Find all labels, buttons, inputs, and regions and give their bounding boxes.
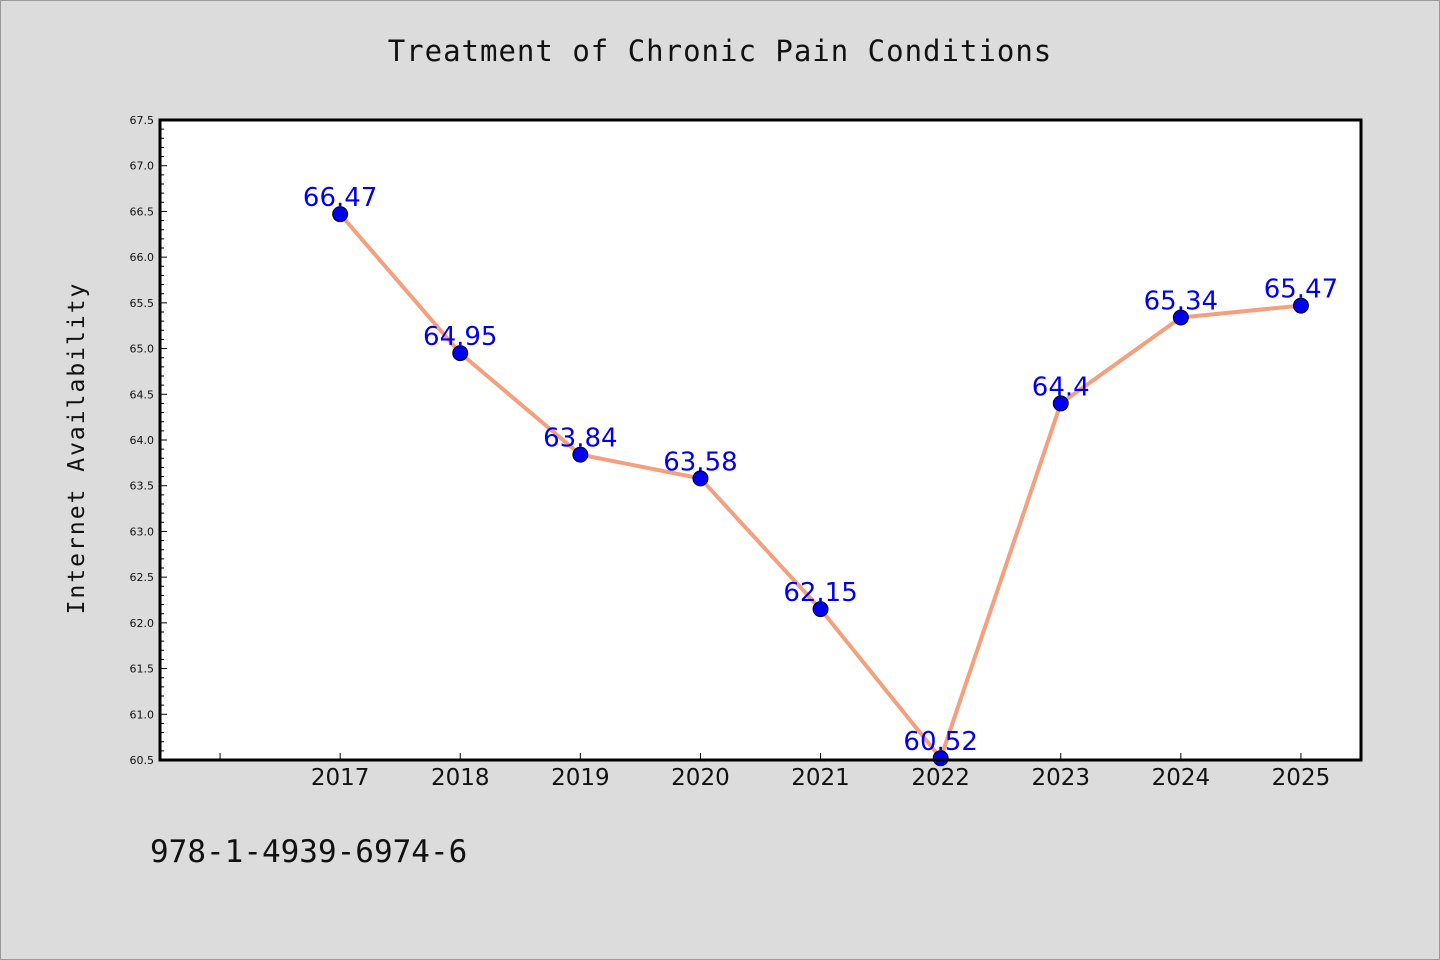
data-label: 65.34 bbox=[1144, 286, 1218, 316]
data-label: 65.47 bbox=[1264, 275, 1338, 305]
y-tick-label: 62.5 bbox=[130, 571, 155, 584]
data-label: 62.15 bbox=[783, 578, 857, 608]
x-tick-label: 2020 bbox=[671, 765, 730, 791]
x-tick-label: 2022 bbox=[911, 765, 970, 791]
y-tick-label: 64.5 bbox=[130, 388, 155, 401]
data-label: 63.58 bbox=[663, 447, 737, 477]
data-point bbox=[452, 345, 469, 362]
x-tick-label: 2018 bbox=[431, 765, 490, 791]
x-tick-label: 2017 bbox=[311, 765, 370, 791]
data-point bbox=[812, 601, 829, 618]
y-tick-label: 61.5 bbox=[130, 663, 155, 676]
data-point bbox=[332, 206, 349, 223]
x-tick-label: 2024 bbox=[1152, 765, 1211, 791]
data-point bbox=[932, 750, 949, 767]
x-tick-label: 2019 bbox=[551, 765, 610, 791]
data-label: 64.95 bbox=[423, 322, 497, 352]
x-tick-label: 2023 bbox=[1031, 765, 1090, 791]
y-tick-label: 65.0 bbox=[130, 343, 155, 356]
data-point bbox=[1172, 309, 1189, 326]
y-tick-label: 67.0 bbox=[130, 160, 155, 173]
x-tick-label: 2021 bbox=[791, 765, 850, 791]
plot-area bbox=[160, 120, 1361, 760]
y-tick-label: 66.0 bbox=[130, 251, 155, 264]
y-tick-label: 60.5 bbox=[130, 754, 155, 767]
data-label: 64.4 bbox=[1032, 372, 1090, 402]
y-axis-label: Internet Availability bbox=[64, 282, 90, 615]
y-tick-label: 65.5 bbox=[130, 297, 155, 310]
data-label: 66.47 bbox=[303, 183, 377, 213]
chart-title: Treatment of Chronic Pain Conditions bbox=[387, 34, 1053, 68]
y-tick-label: 67.5 bbox=[130, 114, 155, 127]
y-tick-label: 63.0 bbox=[130, 525, 155, 538]
y-tick-label: 63.5 bbox=[130, 480, 155, 493]
data-point bbox=[1052, 395, 1069, 412]
data-label: 60.52 bbox=[903, 727, 977, 757]
footer-code: 978-1-4939-6974-6 bbox=[150, 834, 468, 870]
y-tick-label: 62.0 bbox=[130, 617, 155, 630]
data-point bbox=[572, 446, 589, 463]
y-tick-label: 64.0 bbox=[130, 434, 155, 447]
data-point bbox=[1292, 297, 1309, 314]
y-tick-label: 61.0 bbox=[130, 708, 155, 721]
data-point bbox=[692, 470, 709, 487]
plot-border bbox=[158, 118, 1363, 762]
x-tick-label: 2025 bbox=[1272, 765, 1331, 791]
y-tick-label: 66.5 bbox=[130, 205, 155, 218]
data-label: 63.84 bbox=[543, 424, 617, 454]
